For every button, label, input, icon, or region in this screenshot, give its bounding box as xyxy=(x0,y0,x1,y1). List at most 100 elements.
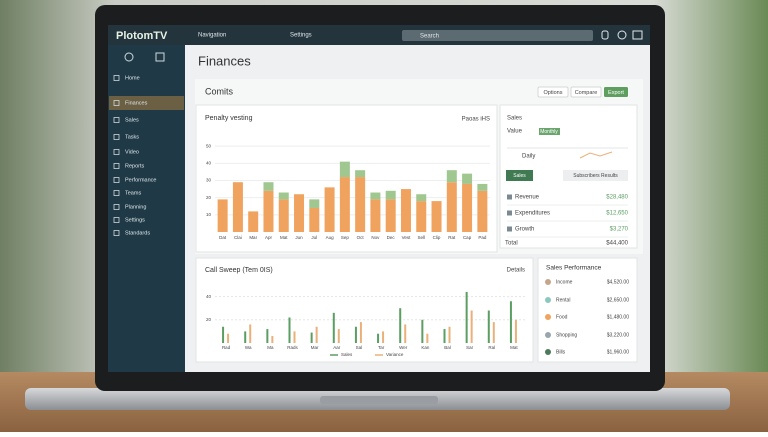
row-label: Revenue xyxy=(515,195,540,201)
button-label[interactable]: Options xyxy=(544,90,563,96)
chart-link[interactable]: Details xyxy=(507,268,525,274)
bar-segment xyxy=(446,182,457,232)
x-tick-label: Clip xyxy=(433,235,441,240)
bar xyxy=(448,326,451,343)
nav-icon xyxy=(113,117,120,123)
account-amount: $1,480.00 xyxy=(607,314,629,320)
account-label: Income xyxy=(556,279,573,285)
button[interactable] xyxy=(570,86,602,98)
y-tick-label: 30 xyxy=(206,178,212,183)
bar-segment xyxy=(355,170,366,178)
bar xyxy=(293,331,296,343)
y-tick-label: 40 xyxy=(206,161,212,166)
account-label: Bills xyxy=(556,349,566,355)
section-title: Comits xyxy=(205,86,234,96)
bar xyxy=(421,319,424,343)
y-tick-label: 50 xyxy=(206,143,212,148)
icon[interactable] xyxy=(632,30,643,40)
account-label: Shopping xyxy=(556,332,577,338)
bar-segment xyxy=(248,211,259,232)
button-label[interactable]: Export xyxy=(608,90,624,96)
bar-segment xyxy=(477,190,488,232)
chart-title: Penalty vesting xyxy=(205,115,253,122)
tab-label[interactable]: Sales xyxy=(513,173,526,179)
button[interactable] xyxy=(604,87,628,97)
nav-icon xyxy=(113,134,120,140)
bar-segment xyxy=(431,201,442,232)
breadcrumb[interactable]: Settings xyxy=(290,33,312,39)
x-tick-label: Sell xyxy=(417,235,425,240)
bar-segment xyxy=(400,189,411,232)
tab[interactable] xyxy=(563,170,628,181)
x-tick-label: Aar xyxy=(333,345,341,350)
x-tick-label: Mar xyxy=(249,235,257,240)
bar xyxy=(377,333,380,343)
bar-segment xyxy=(385,199,396,232)
bar xyxy=(492,322,495,343)
bar xyxy=(399,308,402,343)
x-tick-label: Wer xyxy=(399,345,408,350)
bar xyxy=(266,329,269,343)
bar xyxy=(310,332,313,343)
nav-item[interactable]: Teams xyxy=(125,190,141,196)
button-label[interactable]: Compare xyxy=(575,90,598,96)
nav-icon xyxy=(113,177,120,183)
tab-label[interactable]: Subscribers Results xyxy=(573,173,618,179)
search-placeholder[interactable]: Search xyxy=(420,34,439,40)
tab[interactable] xyxy=(506,170,533,181)
chip xyxy=(539,128,560,135)
x-tick-label: Tar xyxy=(378,345,385,350)
icon[interactable] xyxy=(601,30,609,40)
legend-label: Sales xyxy=(341,352,353,357)
icon[interactable] xyxy=(617,30,627,40)
bar-segment xyxy=(370,199,381,232)
nav-icon xyxy=(113,204,120,210)
bar-segment xyxy=(416,194,427,202)
bar-segment xyxy=(355,177,366,232)
bar xyxy=(249,324,252,343)
x-tick-label: Oct xyxy=(357,235,365,240)
x-tick-label: Bal xyxy=(444,345,451,350)
bar-segment xyxy=(232,182,243,232)
nav-item[interactable]: Finances xyxy=(125,100,148,106)
chart-card xyxy=(195,257,534,363)
nav-icon xyxy=(113,75,120,81)
nav-item[interactable]: Home xyxy=(125,75,140,81)
x-tick-label: Kan xyxy=(421,345,430,350)
bar xyxy=(509,301,512,343)
bar-segment xyxy=(263,182,274,191)
bar xyxy=(244,331,247,343)
x-tick-label: Dat xyxy=(219,235,227,240)
nav-item[interactable]: Planning xyxy=(125,204,146,210)
x-tick-label: Wa xyxy=(245,345,252,350)
nav-active xyxy=(109,96,184,110)
search-box[interactable] xyxy=(402,30,593,41)
button[interactable] xyxy=(537,86,569,98)
account-label: Rental xyxy=(556,297,570,303)
nav-item[interactable]: Performance xyxy=(125,177,157,183)
x-tick-label: Rad xyxy=(222,345,231,350)
chip-label: Monthly xyxy=(540,129,558,135)
account-label: Food xyxy=(556,314,568,320)
top-menu[interactable]: Navigation xyxy=(198,33,226,39)
nav-item[interactable]: Video xyxy=(125,149,139,155)
nav-item[interactable]: Standards xyxy=(125,230,150,236)
x-tick-label: Vest xyxy=(402,235,412,240)
account-icon xyxy=(545,314,551,320)
x-tick-label: Sar xyxy=(466,345,474,350)
bar-segment xyxy=(385,190,396,200)
nav-icon xyxy=(113,230,120,236)
x-tick-label: Ma xyxy=(267,345,274,350)
bar-segment xyxy=(309,207,320,232)
icon[interactable] xyxy=(155,52,165,62)
x-tick-label: Jul xyxy=(311,235,317,240)
chart-link[interactable]: Paoas iHS xyxy=(462,117,490,123)
nav-item[interactable]: Tasks xyxy=(125,134,139,140)
account-icon xyxy=(545,332,551,338)
legend-label: Variance xyxy=(386,352,404,357)
nav-item[interactable]: Reports xyxy=(125,163,145,169)
nav-item[interactable]: Sales xyxy=(125,117,139,123)
nav-item[interactable]: Settings xyxy=(125,217,145,223)
y-tick-label: 40 xyxy=(206,294,212,299)
icon[interactable] xyxy=(124,52,134,62)
